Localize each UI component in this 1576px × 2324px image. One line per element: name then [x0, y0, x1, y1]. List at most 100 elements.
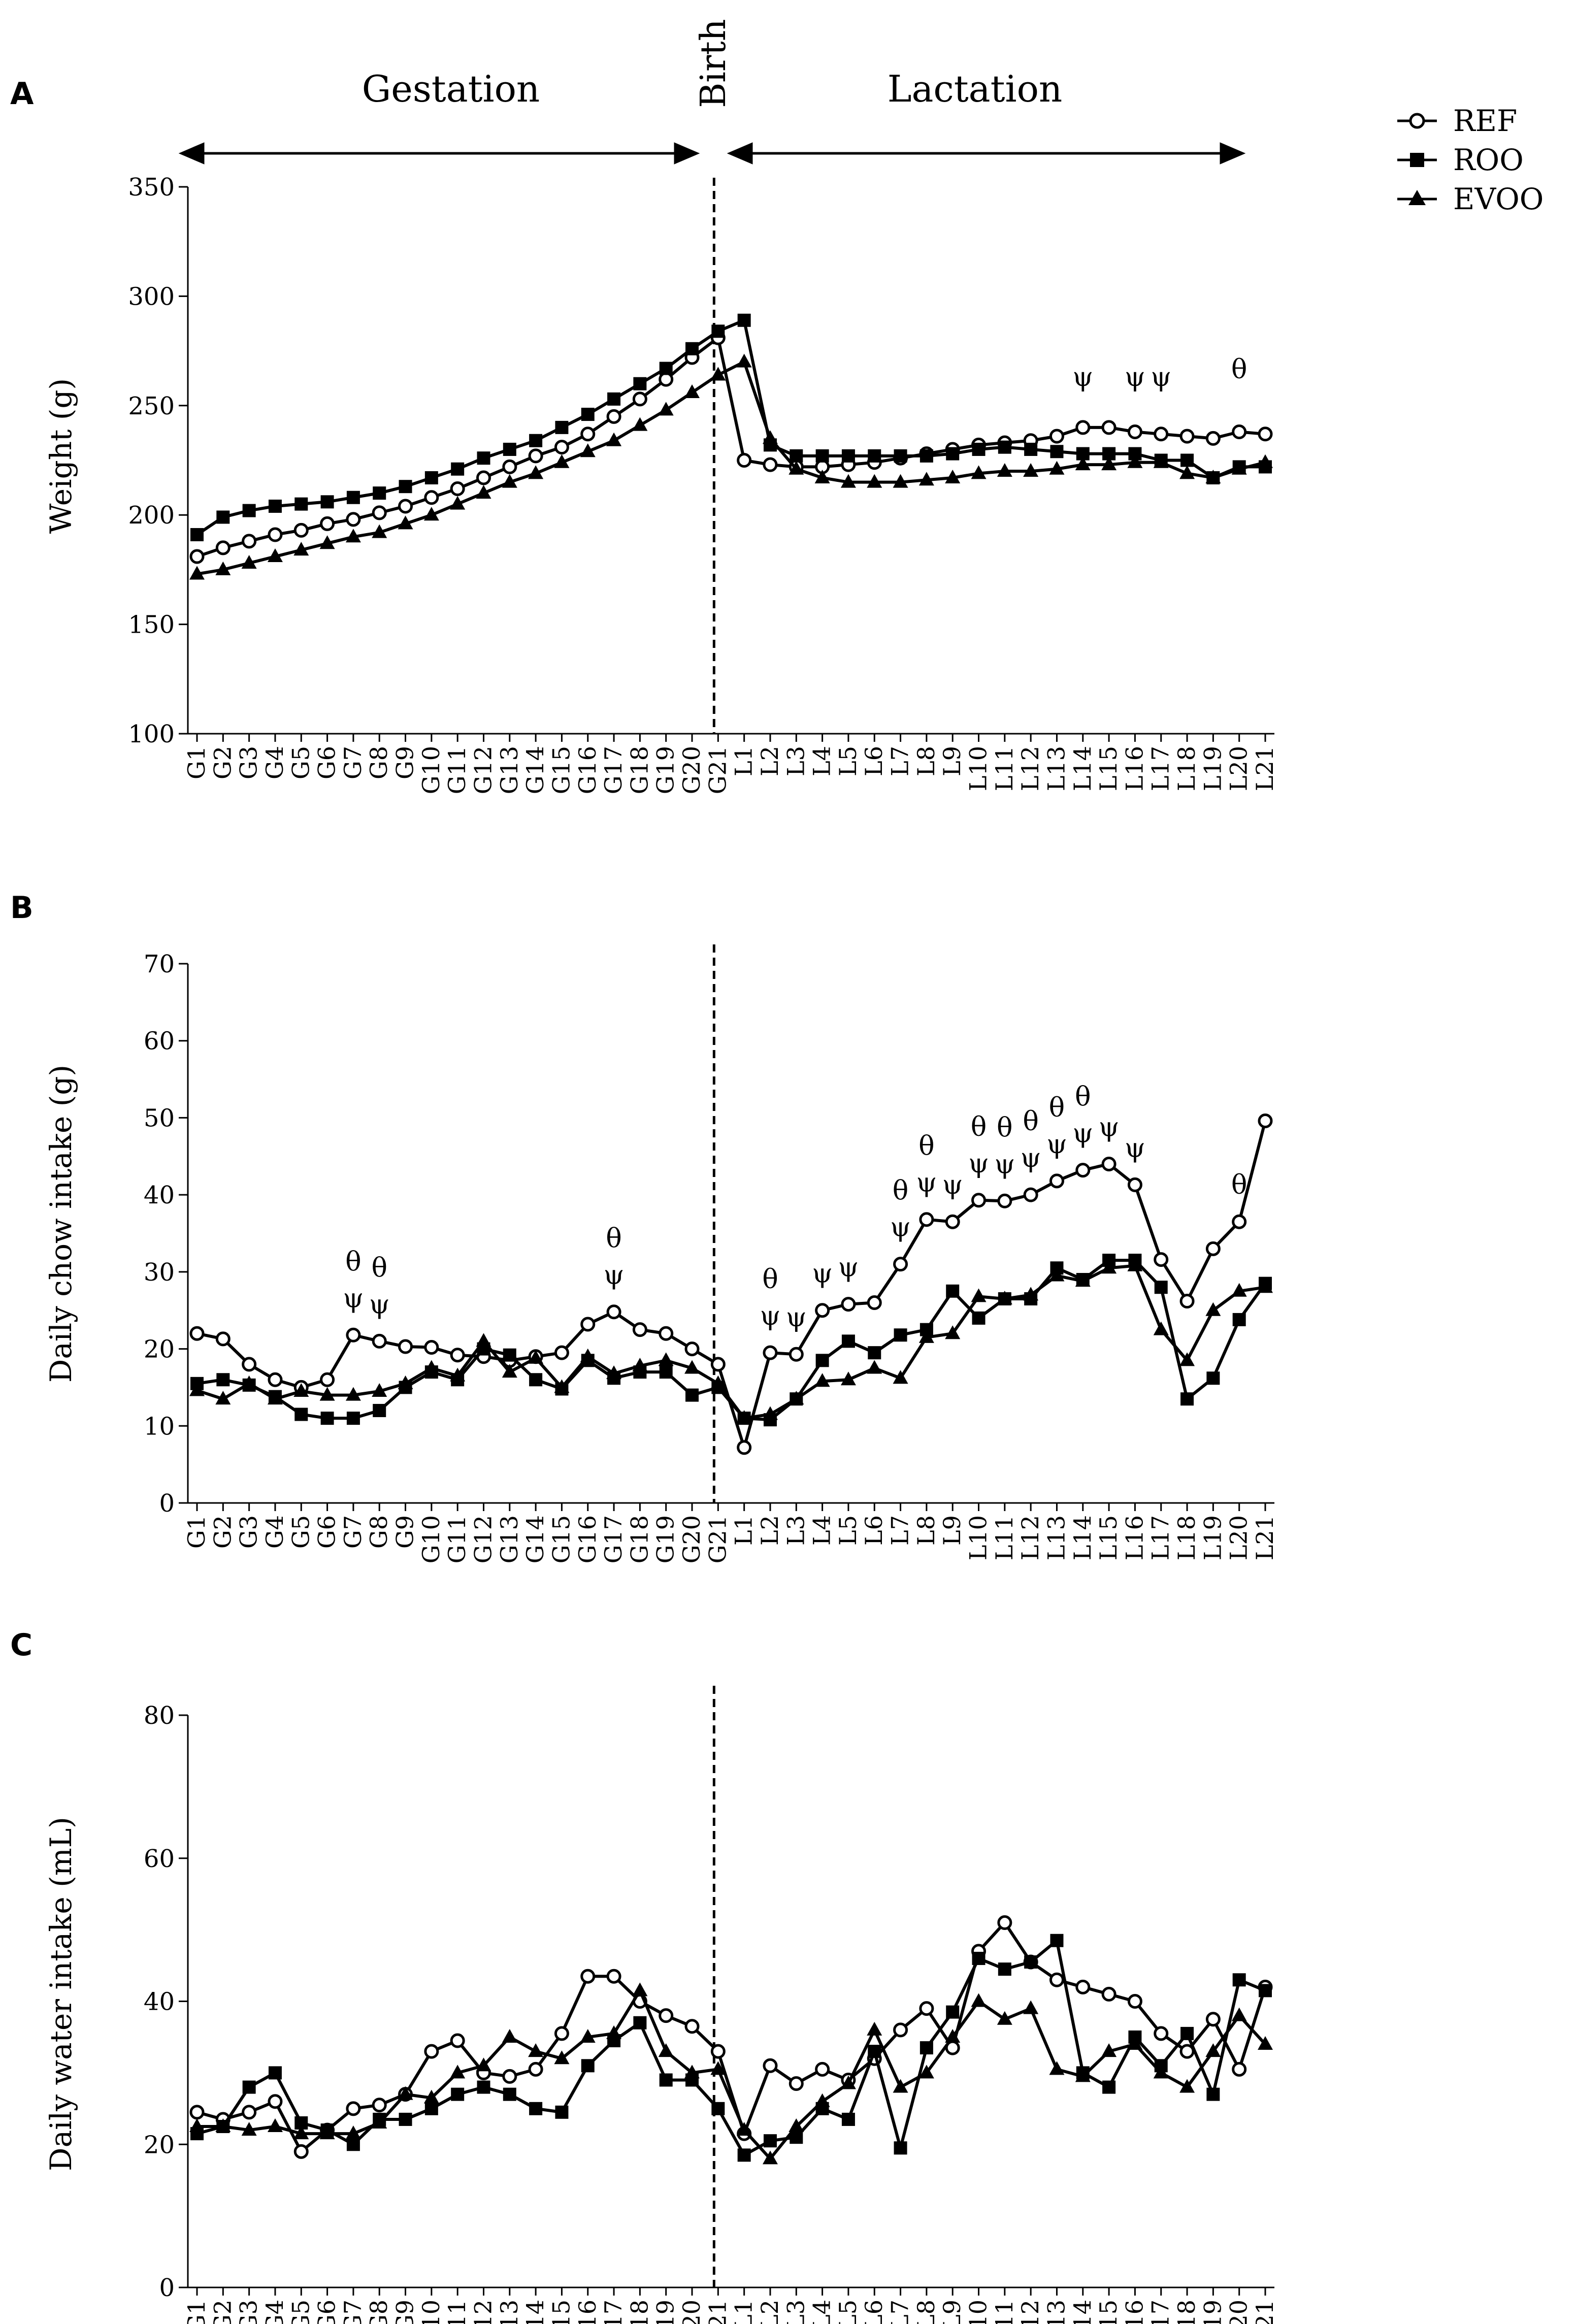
point-evoo	[398, 2086, 413, 2100]
x-tick-label: G11	[443, 746, 471, 794]
psi-marker: ψ	[968, 1149, 989, 1179]
point-roo	[946, 1284, 960, 1298]
x-tick-label: G7	[339, 2300, 367, 2324]
x-tick-label: G10	[417, 2300, 445, 2324]
x-tick-label: L13	[1042, 2300, 1070, 2324]
x-tick-label: G14	[521, 2300, 549, 2324]
psi-marker: ψ	[1151, 362, 1171, 392]
point-ref	[1101, 1156, 1117, 1171]
point-evoo	[450, 2065, 466, 2079]
x-tick-label: L18	[1173, 1515, 1200, 1560]
point-ref	[1075, 1163, 1091, 1178]
x-tick-label: L19	[1199, 2300, 1226, 2324]
point-ref	[1232, 424, 1247, 439]
legend: REF ROO EVOO	[1397, 104, 1544, 216]
point-evoo	[241, 1375, 257, 1389]
point-evoo	[840, 2075, 856, 2089]
series-line-roo	[196, 1939, 1266, 2157]
point-roo	[1154, 1281, 1168, 1294]
point-evoo	[1205, 2043, 1221, 2057]
point-evoo	[1231, 2007, 1247, 2021]
x-tick-label: G7	[339, 1515, 367, 1549]
point-ref	[1101, 1986, 1117, 2002]
point-evoo	[215, 561, 231, 575]
y-tick-label: 250	[128, 392, 175, 420]
point-evoo	[684, 1360, 700, 1374]
point-ref	[189, 1326, 205, 1341]
point-ref	[476, 470, 491, 485]
x-tick-label: L6	[860, 1515, 888, 1546]
x-tick-label: L2	[756, 1515, 783, 1546]
x-tick-label: G18	[626, 1515, 653, 1563]
point-ref	[997, 1193, 1012, 1208]
point-ref	[502, 2069, 517, 2084]
point-ref	[1127, 1177, 1142, 1192]
point-evoo	[423, 507, 439, 521]
point-evoo	[502, 1364, 517, 1378]
point-ref	[268, 527, 283, 542]
point-evoo	[971, 1288, 987, 1302]
point-ref	[242, 534, 257, 549]
x-tick-label: G8	[365, 746, 392, 779]
x-tick-label: L15	[1095, 1515, 1122, 1560]
point-roo	[737, 313, 751, 327]
point-evoo	[658, 2043, 674, 2057]
point-evoo	[658, 1352, 674, 1366]
x-tick-label: L15	[1095, 2300, 1122, 2324]
x-tick-label: G8	[365, 1515, 392, 1549]
point-ref	[919, 2001, 934, 2016]
point-evoo	[319, 1387, 335, 1401]
theta-marker: θ	[372, 1253, 387, 1283]
y-tick-label: 200	[128, 501, 175, 530]
point-evoo	[840, 1371, 856, 1386]
point-roo	[555, 420, 569, 434]
x-tick-label: L16	[1121, 2300, 1148, 2324]
point-ref	[189, 2105, 205, 2120]
point-evoo	[814, 2093, 830, 2107]
point-ref	[737, 453, 752, 468]
x-tick-label: G15	[547, 746, 575, 794]
point-ref	[528, 2061, 543, 2077]
point-evoo	[450, 496, 466, 510]
x-tick-label: G9	[391, 1515, 419, 1549]
point-ref	[1101, 420, 1117, 435]
legend-marker-roo	[1410, 153, 1424, 167]
point-ref	[1049, 1173, 1064, 1189]
x-tick-label: G1	[183, 2300, 210, 2324]
point-evoo	[1231, 1283, 1247, 1297]
point-roo	[1206, 2087, 1220, 2101]
point-ref	[606, 409, 621, 424]
point-ref	[215, 540, 231, 555]
point-evoo	[1127, 2036, 1143, 2050]
x-tick-label: G20	[678, 2300, 705, 2324]
x-tick-label: G17	[600, 2300, 627, 2324]
point-roo	[737, 2148, 751, 2162]
point-ref	[710, 2044, 726, 2059]
point-ref	[684, 2019, 700, 2034]
point-evoo	[372, 2114, 387, 2129]
point-evoo	[606, 432, 622, 446]
point-evoo	[1258, 2036, 1273, 2050]
theta-marker: θ	[606, 1224, 621, 1254]
point-evoo	[997, 1290, 1012, 1304]
y-tick-label: 50	[144, 1104, 175, 1132]
point-roo	[763, 2134, 777, 2148]
point-evoo	[710, 367, 726, 381]
legend-entry-roo: ROO	[1397, 143, 1524, 177]
panel-a-ylabel: Weight (g)	[44, 378, 78, 534]
point-evoo	[1127, 454, 1143, 468]
x-tick-label: L11	[991, 1515, 1018, 1560]
x-tick-label: L21	[1251, 746, 1278, 791]
point-roo	[633, 2016, 647, 2030]
theta-marker: θ	[893, 1176, 908, 1206]
point-roo	[581, 408, 595, 421]
x-tick-label: G1	[183, 1515, 210, 1549]
point-evoo	[528, 465, 544, 479]
psi-marker: ψ	[812, 1259, 833, 1289]
psi-marker: ψ	[1099, 1112, 1120, 1142]
point-evoo	[1153, 2065, 1169, 2079]
point-ref	[1205, 1241, 1221, 1256]
point-roo	[190, 528, 204, 541]
point-ref	[997, 1915, 1012, 1930]
point-ref	[945, 1214, 960, 1229]
